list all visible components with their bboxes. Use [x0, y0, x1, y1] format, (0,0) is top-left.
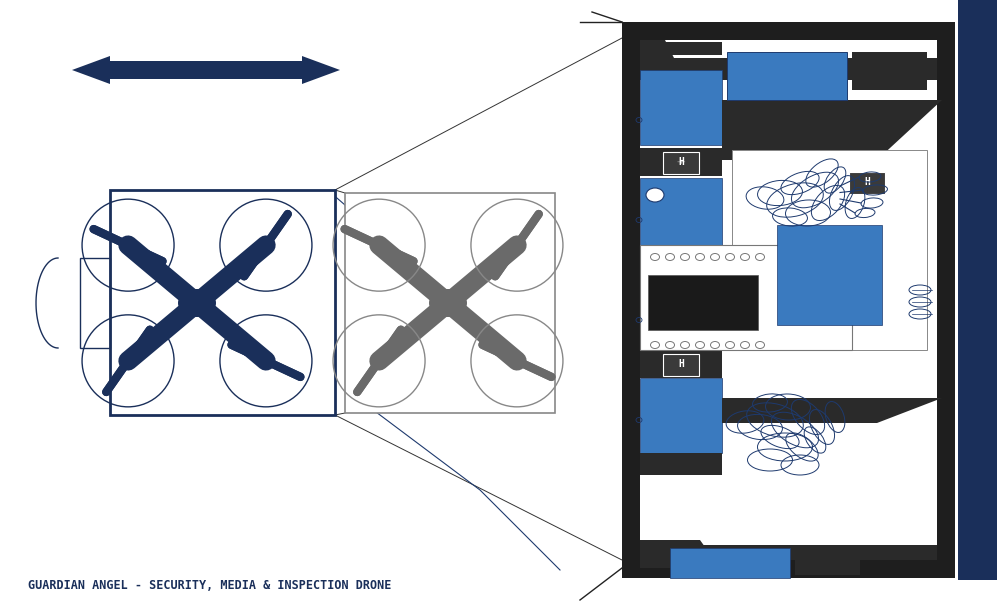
Bar: [958, 0, 997, 580]
Bar: [80, 258, 110, 348]
Polygon shape: [72, 56, 340, 84]
Text: GUARDIAN ANGEL - SECURITY, MEDIA & INSPECTION DRONE: GUARDIAN ANGEL - SECURITY, MEDIA & INSPE…: [28, 579, 392, 592]
Bar: [110, 190, 335, 415]
Bar: [640, 245, 852, 350]
Polygon shape: [640, 540, 720, 568]
Ellipse shape: [429, 289, 467, 317]
Bar: [640, 178, 722, 245]
Ellipse shape: [646, 188, 664, 202]
Text: H: H: [678, 359, 684, 369]
Bar: [852, 52, 927, 90]
Bar: [640, 40, 937, 60]
Bar: [640, 378, 722, 453]
Polygon shape: [722, 398, 942, 423]
Bar: [622, 22, 955, 578]
Text: H: H: [864, 177, 870, 187]
Polygon shape: [640, 40, 685, 80]
Text: ⊣⊢: ⊣⊢: [676, 160, 686, 165]
Bar: [345, 193, 555, 413]
Polygon shape: [722, 100, 942, 160]
Bar: [849, 172, 885, 194]
Bar: [640, 40, 937, 560]
Polygon shape: [665, 60, 937, 80]
Bar: [795, 545, 860, 575]
Bar: [732, 150, 927, 350]
Bar: [670, 548, 790, 578]
Text: H: H: [678, 157, 684, 167]
Bar: [640, 350, 722, 378]
Bar: [640, 58, 937, 70]
Bar: [640, 148, 722, 176]
Bar: [640, 70, 722, 145]
Bar: [640, 453, 722, 475]
Ellipse shape: [178, 289, 216, 317]
Bar: [777, 225, 882, 325]
Bar: [663, 152, 699, 174]
Bar: [648, 275, 758, 330]
Bar: [640, 545, 937, 560]
Bar: [663, 354, 699, 376]
Bar: [640, 52, 937, 58]
Bar: [727, 52, 847, 100]
Bar: [640, 42, 722, 55]
